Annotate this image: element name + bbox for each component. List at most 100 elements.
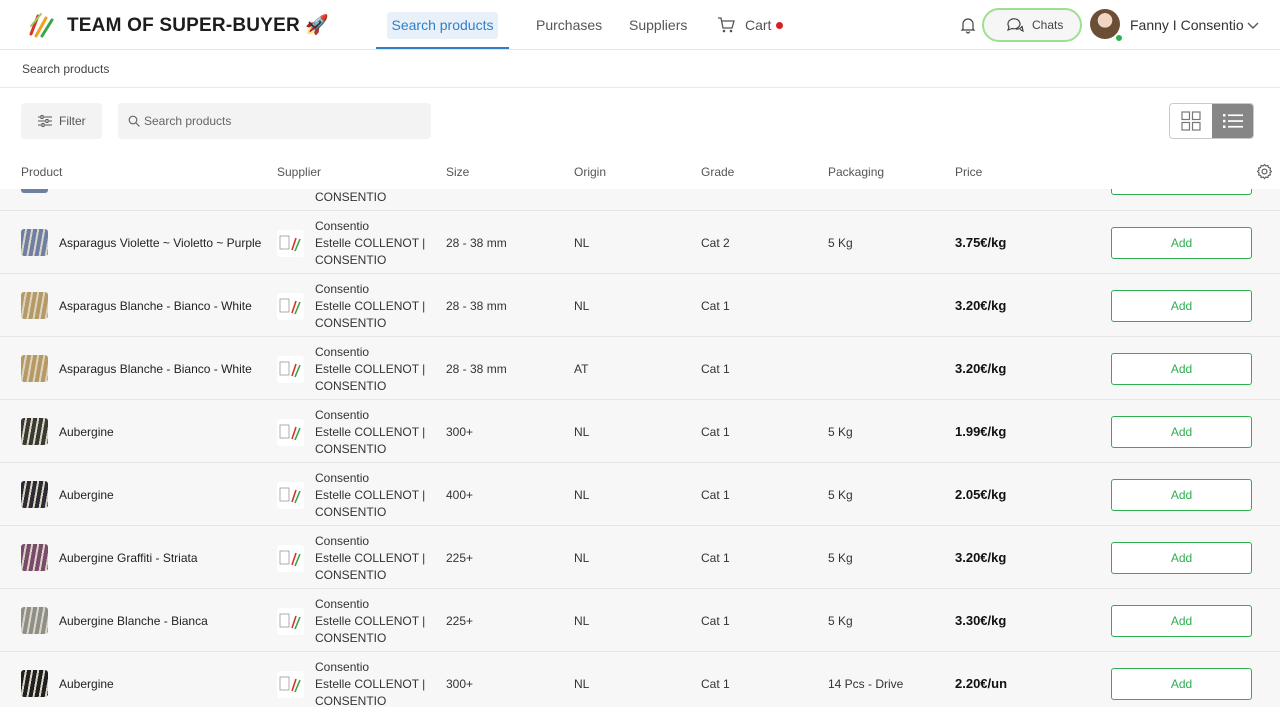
size-cell: 28 - 38 mm <box>446 236 507 250</box>
add-button[interactable] <box>1111 189 1252 195</box>
gear-icon[interactable] <box>1256 163 1273 180</box>
product-name[interactable]: Aubergine <box>59 677 114 691</box>
column-header-price[interactable]: Price <box>955 165 983 179</box>
table-header: Product Supplier Size Origin Grade Packa… <box>0 155 1280 189</box>
product-thumbnail <box>21 670 48 697</box>
origin-cell: NL <box>574 488 590 502</box>
product-thumbnail <box>21 355 48 382</box>
filter-label: Filter <box>59 114 86 128</box>
supplier-logo-icon <box>279 613 301 630</box>
tab-suppliers[interactable]: Suppliers <box>629 17 688 33</box>
add-button[interactable]: Add <box>1111 605 1252 637</box>
table-row[interactable]: Asparagus Violette ~ Violetto ~ Purple C… <box>0 211 1280 274</box>
product-thumbnail <box>21 607 48 634</box>
product-thumbnail <box>21 481 48 508</box>
active-tab-indicator <box>376 47 509 49</box>
supplier-logo-icon <box>279 487 301 504</box>
size-cell: 28 - 38 mm <box>446 299 507 313</box>
supplier-logo-icon <box>279 676 301 693</box>
product-name[interactable]: Asparagus Blanche - Bianco - White <box>59 299 252 313</box>
size-cell: 300+ <box>446 677 474 691</box>
supplier-logo <box>277 230 304 257</box>
product-thumbnail <box>21 418 48 445</box>
supplier-name: Consentio Estelle COLLENOT | CONSENTIO <box>315 660 426 707</box>
price-cell: 3.20€/kg <box>955 361 1007 376</box>
chevron-down-icon[interactable] <box>1245 17 1261 33</box>
packaging-cell: 5 Kg <box>828 425 853 439</box>
supplier-name: CONSENTIO <box>315 190 387 204</box>
column-header-product[interactable]: Product <box>21 165 63 179</box>
column-header-origin[interactable]: Origin <box>574 165 607 179</box>
search-icon <box>128 115 140 127</box>
size-cell: 225+ <box>446 614 474 628</box>
chats-button[interactable]: Chats <box>982 8 1082 42</box>
grade-cell: Cat 1 <box>701 677 730 691</box>
table-row[interactable]: Aubergine Consentio Estelle COLLENOT | CON… <box>0 400 1280 463</box>
product-name[interactable]: Aubergine Blanche - Bianca <box>59 614 208 628</box>
product-thumbnail <box>21 544 48 571</box>
product-name[interactable]: Asparagus Blanche - Bianco - White <box>59 362 252 376</box>
price-cell: 1.99€/kg <box>955 424 1007 439</box>
table-row[interactable]: Aubergine Consentio Estelle COLLENOT | CON… <box>0 463 1280 526</box>
packaging-cell: 5 Kg <box>828 614 853 628</box>
product-name[interactable]: Aubergine Graffiti - Striata <box>59 551 198 565</box>
table-row[interactable]: Asparagus Blanche - Bianco - White Conse… <box>0 274 1280 337</box>
list-view-icon <box>1223 114 1243 128</box>
origin-cell: NL <box>574 551 590 565</box>
chats-label: Chats <box>1032 18 1064 32</box>
column-header-supplier[interactable]: Supplier <box>277 165 322 179</box>
sliders-icon <box>38 115 52 127</box>
consentio-logo-icon[interactable] <box>28 12 54 38</box>
table-row[interactable]: Aubergine Blanche - Bianca Consentio Este… <box>0 589 1280 652</box>
origin-cell: AT <box>574 362 589 376</box>
price-cell: 3.20€/kg <box>955 298 1007 313</box>
table-row[interactable]: Asparagus Blanche - Bianco - White Conse… <box>0 337 1280 400</box>
user-name[interactable]: Fanny I Consentio <box>1130 17 1244 33</box>
column-header-grade[interactable]: Grade <box>701 165 735 179</box>
add-button[interactable]: Add <box>1111 416 1252 448</box>
bell-icon[interactable] <box>959 16 977 34</box>
price-cell: 3.30€/kg <box>955 613 1007 628</box>
grade-cell: Cat 1 <box>701 299 730 313</box>
origin-cell: NL <box>574 425 590 439</box>
add-button[interactable]: Add <box>1111 668 1252 700</box>
add-button[interactable]: Add <box>1111 290 1252 322</box>
cart-icon[interactable] <box>717 16 735 34</box>
add-button[interactable]: Add <box>1111 542 1252 574</box>
add-button[interactable]: Add <box>1111 227 1252 259</box>
supplier-name: Consentio Estelle COLLENOT | CONSENTIO <box>315 282 426 330</box>
filter-button[interactable]: Filter <box>21 103 102 139</box>
supplier-logo-icon <box>279 550 301 567</box>
grade-cell: Cat 1 <box>701 614 730 628</box>
packaging-cell: 14 Pcs - Drive <box>828 677 904 691</box>
grade-cell: Cat 1 <box>701 362 730 376</box>
search-box[interactable] <box>118 103 431 139</box>
tab-purchases[interactable]: Purchases <box>536 17 603 33</box>
packaging-cell: 5 Kg <box>828 236 853 250</box>
packaging-cell: 5 Kg <box>828 488 853 502</box>
product-name[interactable]: Aubergine <box>59 488 114 502</box>
grade-cell: Cat 1 <box>701 551 730 565</box>
cart-notification-dot <box>776 22 783 29</box>
origin-cell: NL <box>574 614 590 628</box>
product-name[interactable]: Asparagus Violette ~ Violetto ~ Purple <box>59 236 262 250</box>
search-input[interactable] <box>144 103 424 139</box>
product-thumbnail <box>21 189 48 193</box>
tab-cart[interactable]: Cart <box>745 17 772 33</box>
breadcrumb-bar: Search products <box>0 50 1280 88</box>
table-row[interactable]: Aubergine Graffiti - Striata Consentio Es… <box>0 526 1280 589</box>
grid-view-button[interactable] <box>1170 104 1212 138</box>
team-title[interactable]: TEAM OF SUPER-BUYER 🚀 <box>67 15 330 36</box>
add-button[interactable]: Add <box>1111 353 1252 385</box>
product-thumbnail <box>21 229 48 256</box>
online-status-dot <box>1114 33 1124 43</box>
tab-search-products[interactable]: Search products <box>387 12 498 39</box>
list-view-button[interactable] <box>1212 104 1253 138</box>
breadcrumb: Search products <box>22 62 110 76</box>
add-button[interactable]: Add <box>1111 479 1252 511</box>
chevron-down-icon[interactable] <box>306 16 324 34</box>
table-row[interactable]: Aubergine Consentio Estelle COLLENOT | CON… <box>0 652 1280 707</box>
column-header-packaging[interactable]: Packaging <box>828 165 885 179</box>
column-header-size[interactable]: Size <box>446 165 470 179</box>
product-name[interactable]: Aubergine <box>59 425 114 439</box>
